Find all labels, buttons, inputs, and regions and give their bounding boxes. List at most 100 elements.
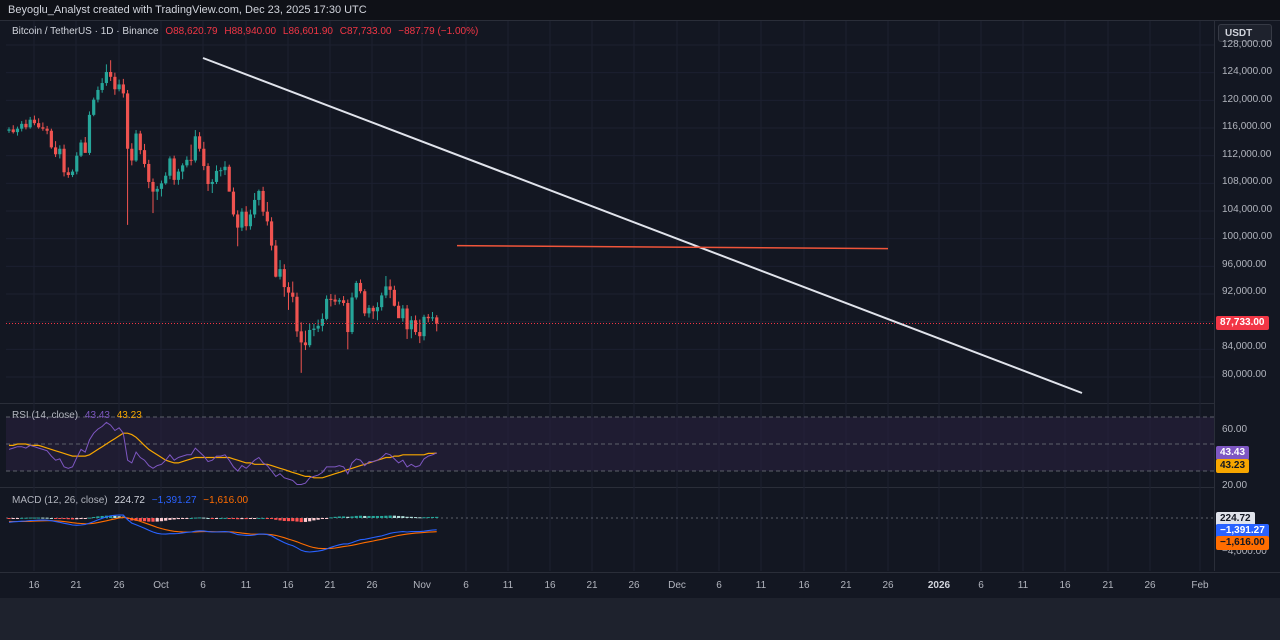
time-label: 16 — [544, 580, 556, 591]
macd-histogram-bar — [354, 515, 358, 518]
macd-histogram-bar — [244, 518, 248, 520]
rsi-label[interactable]: RSI (14, close) — [12, 410, 79, 421]
candle-body — [66, 172, 70, 176]
candle-body — [350, 297, 354, 333]
macd-histogram-bar — [303, 518, 308, 522]
macd-histogram-bar — [87, 517, 92, 519]
time-label: 6 — [978, 580, 984, 591]
time-label: 21 — [324, 580, 336, 591]
candle-body — [418, 332, 422, 337]
candle-body — [117, 84, 121, 90]
candle-body — [53, 147, 58, 155]
candle-body — [96, 89, 100, 100]
rsi-tick-60: 60.00 — [1222, 424, 1248, 435]
candle-body — [269, 221, 274, 246]
price-tick: 104,000.00 — [1222, 204, 1273, 215]
time-label: Feb — [1191, 580, 1209, 591]
macd-histogram-bar — [401, 516, 405, 518]
macd-histogram-bar — [350, 516, 354, 518]
time-label: 21 — [70, 580, 82, 591]
candle-body — [435, 317, 439, 324]
time-label: Oct — [153, 580, 169, 591]
candle-body — [329, 298, 333, 300]
time-label: Nov — [413, 580, 431, 591]
macd-hist-value: 224.72 — [114, 495, 145, 506]
rsi-ma-value: 43.23 — [116, 410, 142, 421]
macd-histogram-bar — [62, 518, 66, 520]
candle-body — [32, 119, 37, 124]
candle-body — [257, 190, 261, 200]
macd-histogram-bar — [109, 515, 113, 518]
macd-histogram-bar — [413, 517, 418, 519]
macd-histogram-bar — [329, 517, 333, 519]
candle-body — [185, 159, 189, 166]
macd-histogram-bar — [265, 518, 269, 519]
macd-histogram-bar — [159, 518, 164, 522]
macd-histogram-bar — [172, 518, 176, 520]
price-tick: 116,000.00 — [1222, 121, 1272, 132]
time-label: 11 — [502, 580, 514, 591]
macd-histogram-bar — [388, 515, 392, 518]
macd-histogram-bar — [202, 517, 206, 519]
rsi-ma-tag: 43.23 — [1216, 459, 1250, 473]
low-value: L86,601.90 — [282, 26, 333, 37]
candle-body — [206, 166, 210, 185]
candle-body — [367, 307, 371, 314]
candle-body — [333, 299, 337, 302]
pane-separator[interactable] — [0, 403, 1280, 404]
candle-body — [261, 190, 265, 212]
candle-body — [49, 130, 53, 148]
time-label: 2026 — [927, 580, 951, 591]
candle-body — [147, 163, 151, 182]
candle-body — [138, 133, 142, 151]
macd-signal-value: −1,616.00 — [203, 495, 249, 506]
macd-histogram-bar — [58, 518, 62, 519]
macd-histogram-bar — [197, 517, 202, 519]
rsi-legend: RSI (14, close) 43.43 43.23 — [12, 410, 142, 421]
support-line — [456, 244, 889, 250]
candle-body — [7, 129, 11, 131]
price-tick: 128,000.00 — [1222, 39, 1273, 50]
macd-histogram-bar — [227, 518, 231, 519]
candle-body — [109, 71, 113, 77]
macd-pane[interactable] — [6, 489, 1214, 571]
macd-histogram-bar — [49, 518, 53, 519]
candle-body — [405, 308, 409, 330]
macd-histogram-bar — [79, 518, 83, 519]
symbol-label[interactable]: Bitcoin / TetherUS · 1D · Binance — [12, 26, 159, 37]
candle-body — [172, 158, 176, 180]
time-axis[interactable] — [0, 572, 1280, 599]
macd-histogram-bar — [422, 517, 426, 519]
macd-histogram-bar — [392, 515, 396, 518]
candle-body — [79, 142, 83, 156]
candle-body — [58, 148, 62, 155]
time-label: 11 — [755, 580, 767, 591]
price-scale[interactable] — [1214, 21, 1280, 571]
open-value: O88,620.79 — [165, 26, 218, 37]
macd-histogram-bar — [316, 518, 320, 520]
candle-body — [159, 183, 164, 189]
candle-body — [282, 269, 286, 288]
time-label: 16 — [798, 580, 810, 591]
macd-histogram-bar — [418, 517, 422, 519]
rsi-line — [8, 421, 437, 485]
macd-histogram-bar — [261, 517, 265, 519]
credit-text: Beyoglu_Analyst created with TradingView… — [8, 4, 367, 16]
candle-body — [104, 71, 109, 84]
close-value: C87,733.00 — [339, 26, 392, 37]
price-pane[interactable] — [6, 21, 1214, 403]
macd-histogram-bar — [176, 518, 180, 520]
price-tick: 100,000.00 — [1222, 231, 1273, 242]
time-label: 26 — [113, 580, 125, 591]
candle-body — [236, 214, 240, 228]
currency-button[interactable]: USDT — [1218, 24, 1272, 42]
time-label: 26 — [1144, 580, 1156, 591]
macd-histogram-bar — [295, 518, 299, 522]
macd-histogram-bar — [435, 516, 439, 518]
macd-histogram-bar — [214, 518, 219, 519]
last-price-tag: 87,733.00 — [1216, 316, 1269, 330]
macd-label[interactable]: MACD (12, 26, close) — [12, 495, 108, 506]
pane-separator[interactable] — [0, 487, 1280, 488]
macd-histogram-bar — [181, 518, 185, 519]
